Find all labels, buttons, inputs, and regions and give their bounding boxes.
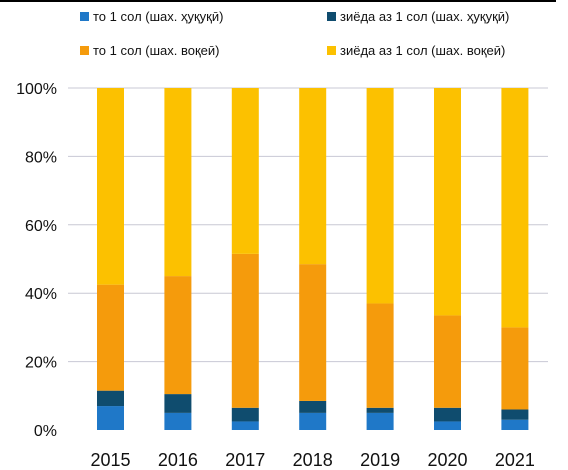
bar-segment: [231, 253, 259, 408]
legend-swatch: [327, 12, 336, 21]
x-tick-label: 2015: [90, 450, 130, 470]
x-tick-label: 2021: [495, 450, 535, 470]
bar-segment: [164, 412, 192, 430]
bar-segment: [164, 276, 192, 395]
legend-entry: то 1 сол (шах. ҳуқуқӣ): [80, 9, 223, 24]
bar-segment: [97, 284, 124, 391]
bar-segment: [299, 400, 327, 413]
bar-segment: [434, 407, 461, 422]
y-tick-label: 60%: [25, 218, 57, 235]
bar-segment: [366, 407, 394, 413]
y-axis: 0% 20% 40% 60% 80% 100%: [16, 81, 57, 440]
legend-label: то 1 сол (шах. ҳуқуқӣ): [93, 9, 223, 24]
x-tick-label: 2018: [293, 450, 333, 470]
bar-segment: [164, 88, 192, 277]
bar-segment: [366, 303, 394, 408]
legend-entry: зиёда аз 1 сол (шах. воқеӣ): [327, 43, 505, 58]
bar-segment: [231, 88, 259, 254]
x-tick-label: 2019: [360, 450, 400, 470]
bar-segment: [231, 407, 259, 422]
bar-segment: [299, 264, 327, 401]
x-axis: 2015 2016 2017 2018 2019 2020 2021: [90, 450, 534, 470]
legend-label: зиёда аз 1 сол (шах. воқеӣ): [340, 43, 505, 58]
legend-entry: то 1 сол (шах. воқеӣ): [80, 43, 220, 58]
legend-swatch: [327, 46, 336, 55]
bar-segment: [501, 327, 529, 410]
y-tick-label: 80%: [25, 149, 57, 166]
legend-swatch: [80, 46, 89, 55]
legend-swatch: [80, 12, 89, 21]
x-tick-label: 2016: [158, 450, 198, 470]
x-tick-label: 2020: [427, 450, 467, 470]
bar-segment: [231, 421, 259, 430]
bar-segment: [164, 394, 192, 413]
y-tick-label: 20%: [25, 355, 57, 372]
legend: то 1 сол (шах. ҳуқуқӣ) зиёда аз 1 сол (ш…: [80, 9, 509, 58]
x-tick-label: 2017: [225, 450, 265, 470]
bar-segment: [97, 390, 124, 407]
bar-segment: [366, 88, 394, 304]
y-tick-label: 0%: [34, 423, 57, 440]
bar-segment: [299, 88, 327, 265]
legend-entry: зиёда аз 1 сол (шах. ҳуқуқӣ): [327, 9, 509, 24]
bar-segment: [501, 419, 529, 430]
top-rule: [0, 0, 556, 2]
bar-segment: [501, 409, 529, 420]
bar-segment: [501, 88, 529, 328]
y-tick-label: 40%: [25, 286, 57, 303]
bars: [97, 88, 529, 430]
legend-label: то 1 сол (шах. воқеӣ): [93, 43, 220, 58]
bar-segment: [434, 315, 461, 408]
bar-segment: [366, 412, 394, 430]
bar-segment: [434, 88, 461, 316]
bar-segment: [434, 421, 461, 430]
bar-segment: [299, 412, 327, 430]
bar-segment: [97, 88, 124, 285]
y-tick-label: 100%: [16, 81, 57, 98]
bar-segment: [97, 406, 124, 430]
legend-label: зиёда аз 1 сол (шах. ҳуқуқӣ): [340, 9, 509, 24]
